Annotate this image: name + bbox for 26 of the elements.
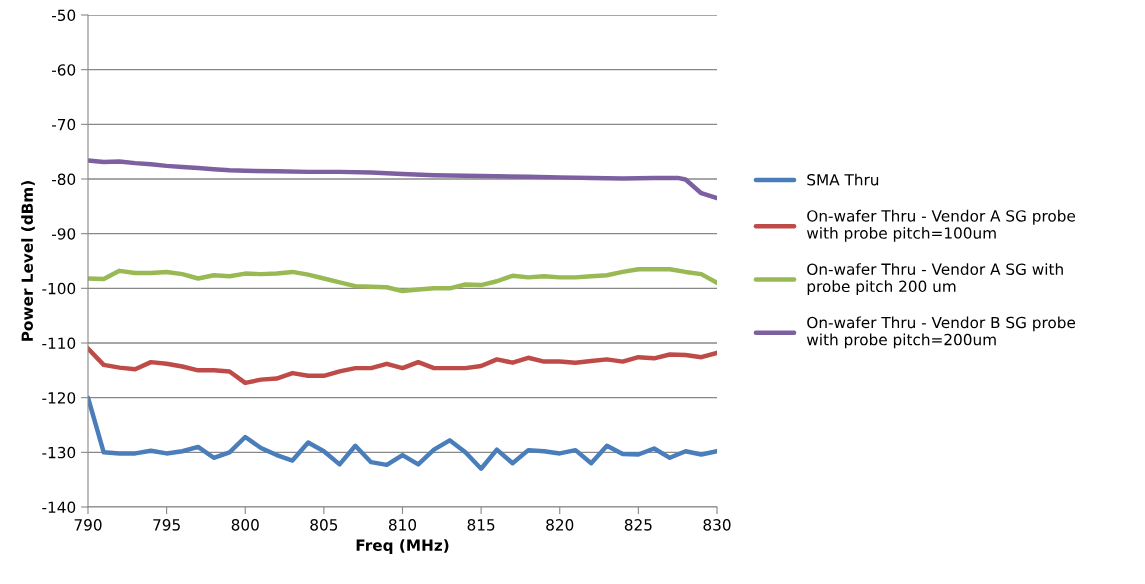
y-tick-label: -90 [51, 228, 76, 240]
legend-label: On-wafer Thru - Vendor B SG probe with probe pitch=200um [806, 316, 1076, 349]
x-tick-label: 825 [624, 519, 652, 531]
legend-label: On-wafer Thru - Vendor A SG probe with probe pitch=100um [806, 209, 1076, 242]
x-tick-label: 805 [310, 519, 338, 531]
x-tick-label: 815 [467, 519, 495, 531]
y-tick-label: -130 [42, 446, 76, 459]
x-tick-label: 800 [231, 519, 259, 531]
y-tick-label: -120 [42, 392, 76, 404]
x-axis-title: Freq (MHz) [356, 539, 449, 554]
x-tick-label: 810 [388, 519, 417, 531]
legend-label: On-wafer Thru - Vendor A SG with probe pitch 200 um [807, 263, 1063, 296]
y-tick-label: -70 [51, 118, 76, 131]
y-tick-label: -80 [51, 173, 76, 186]
y-axis-title: Power Level (dBm) [21, 181, 35, 341]
x-tick-label: 795 [153, 519, 180, 531]
y-tick-label: -140 [42, 501, 76, 514]
x-tick-label: 830 [703, 519, 731, 531]
legend-label: SMA Thru [807, 173, 879, 186]
x-tick-label: 820 [546, 519, 574, 531]
y-tick-label: -60 [51, 64, 76, 76]
y-tick-label: -110 [42, 337, 76, 350]
x-tick-label: 790 [74, 519, 102, 531]
y-tick-label: -50 [51, 9, 76, 22]
y-tick-label: -100 [42, 282, 76, 295]
line-series [88, 346, 717, 386]
